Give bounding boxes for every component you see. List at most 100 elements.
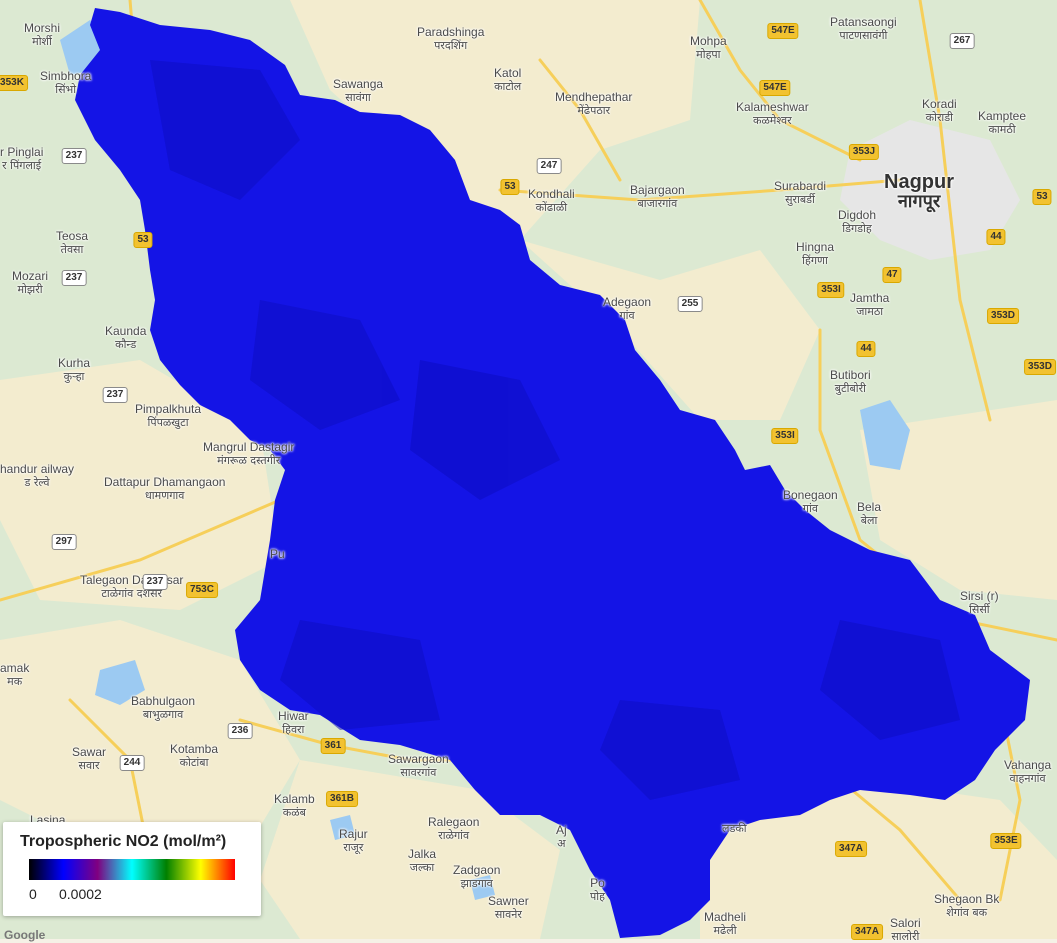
place-label-en: Hingna	[796, 240, 835, 254]
place-label[interactable]: Mohpa मोहपा	[690, 35, 727, 62]
place-label[interactable]: Jalka जल्का	[408, 848, 436, 875]
city-label-mr: नागपूर	[897, 191, 941, 212]
place-label-en: Digdoh	[838, 208, 877, 222]
place-label[interactable]: Sirsi (r) सिर्सी	[960, 590, 999, 617]
place-label[interactable]: Kaunda कौन्ड	[105, 324, 147, 352]
place-label[interactable]: लडकी	[722, 822, 747, 835]
place-label[interactable]: Kamptee कामठी	[978, 110, 1026, 137]
place-label-en: Morshi	[24, 21, 61, 35]
place-label[interactable]: Katol काटोल	[494, 67, 521, 94]
place-label[interactable]: Madheli मढेली	[704, 911, 746, 938]
place-label[interactable]: Kondhali कोंढाळी	[528, 188, 575, 215]
place-label-mr: डिगडोह	[842, 222, 872, 235]
place-label[interactable]: Bajargaon बाजारगांव	[630, 184, 685, 211]
place-label[interactable]: Hingna हिंगणा	[796, 240, 835, 268]
highway-shield: 53	[133, 232, 153, 248]
place-label-mr: सावरगांव	[400, 766, 437, 779]
place-label[interactable]: Morshi मोर्शी	[24, 21, 61, 49]
place-label[interactable]: Adegaon गांव	[603, 295, 652, 323]
place-label[interactable]: Zadgaon झाडगाव	[453, 864, 500, 891]
google-logo[interactable]: Google	[4, 928, 46, 942]
place-label[interactable]: Dattapur Dhamangaon धामणगाव	[104, 476, 225, 503]
place-label[interactable]: Sawner सावनेर	[488, 895, 529, 922]
highway-shield: 237	[61, 270, 87, 286]
place-label-mr: अ	[557, 837, 566, 850]
place-label-mr: मोर्शी	[32, 35, 52, 48]
place-label-mr: मेंढेपठार	[577, 104, 611, 117]
place-label[interactable]: Po पोह	[590, 877, 605, 904]
place-label[interactable]: Pimpalkhuta पिंपळखुटा	[135, 403, 201, 430]
place-label-mr: राळेगांव	[438, 829, 470, 842]
legend-title: Tropospheric NO2 (mol/m²)	[20, 833, 227, 850]
place-label[interactable]: Sawanga सावंगा	[333, 78, 383, 105]
place-label[interactable]: Mangrul Dastagir मंगरूळ दस्तगीर	[203, 441, 294, 468]
place-label-en: Kaunda	[105, 324, 147, 338]
highway-shield: 753C	[186, 582, 218, 598]
place-label-mr: जामठा	[856, 305, 884, 318]
place-label[interactable]: Aj अ	[556, 823, 567, 851]
place-label-mr: बाभुळगाव	[142, 708, 184, 721]
place-label[interactable]: Sawargaon सावरगांव	[388, 753, 449, 780]
place-label[interactable]: Kalameshwar कळमेश्वर	[736, 101, 809, 128]
highway-shield: 353I	[771, 428, 799, 444]
place-label[interactable]: Koradi कोराडी	[922, 98, 957, 125]
highway-shield: 353D	[1024, 359, 1056, 375]
place-label[interactable]: Butibori बुटीबोरी	[830, 368, 871, 396]
place-label[interactable]: Sawar सवार	[72, 746, 106, 773]
place-label[interactable]: Kalamb कळंब	[274, 792, 315, 820]
place-label[interactable]: Bonegaon गांव	[783, 489, 838, 516]
place-label[interactable]: Babhulgaon बाभुळगाव	[131, 695, 195, 722]
place-label[interactable]: Vahanga वाहनगांव	[1004, 759, 1051, 786]
place-label[interactable]: Teosa तेवसा	[56, 230, 88, 257]
place-label[interactable]: Paradshinga परदशिंग	[417, 26, 484, 53]
place-label-mr: धामणगाव	[145, 489, 185, 502]
place-label[interactable]: Simbhora सिंभो	[40, 70, 91, 97]
place-label[interactable]: Pu	[270, 548, 285, 561]
place-label-mr: सुराबर्डी	[785, 193, 815, 206]
place-label[interactable]: Ralegaon राळेगांव	[428, 816, 479, 843]
place-label-mr: तेवसा	[60, 243, 84, 256]
place-label[interactable]: Mozari मोझरी	[12, 270, 48, 297]
place-label-mr: झाडगाव	[460, 877, 493, 890]
place-label[interactable]: handur ailway ड रेल्वे	[0, 463, 74, 490]
legend-colorbar	[29, 859, 235, 880]
place-label-mr: टाळेगांव दशसर	[101, 587, 163, 600]
place-label-mr: मोझरी	[17, 283, 43, 296]
place-label[interactable]: Jamtha जामठा	[850, 292, 889, 319]
place-label[interactable]: Salori सालोरी	[890, 917, 921, 943]
legend-max-value: 0.0002	[59, 886, 102, 902]
place-label-en: Aj	[556, 823, 567, 837]
place-label-en: Butibori	[830, 368, 871, 382]
place-label[interactable]: Kotamba कोटांबा	[170, 743, 218, 770]
place-label-en: Bela	[857, 500, 882, 514]
place-label[interactable]: Kurha कुऱ्हा	[58, 357, 90, 384]
place-label-mr: बाजारगांव	[637, 197, 678, 210]
place-label[interactable]: Surabardi सुराबर्डी	[774, 180, 826, 207]
highway-shield: 361	[320, 738, 346, 754]
place-label[interactable]: r Pinglai र पिंगलाई	[0, 145, 44, 173]
place-label-en: Patansaongi	[830, 15, 897, 29]
place-label[interactable]: Shegaon Bk शेगांव बक	[934, 893, 999, 920]
highway-shield: 44	[986, 229, 1006, 245]
place-label[interactable]: Talegaon Dashasar टाळेगांव दशसर	[80, 574, 183, 601]
place-label[interactable]: Patansaongi पाटणसावंगी	[830, 15, 897, 43]
place-label-en: r Pinglai	[0, 145, 44, 159]
place-label-mr: सालोरी	[891, 930, 920, 943]
place-label-mr: परदशिंग	[434, 39, 468, 52]
place-label-mr: हिंगणा	[802, 254, 828, 267]
legend-panel: Tropospheric NO2 (mol/m²) 0 0.0002	[3, 822, 261, 916]
place-label[interactable]: Rajur राजूर	[339, 828, 368, 855]
place-label[interactable]: Digdoh डिगडोह	[838, 208, 877, 236]
place-label-mr: बेला	[860, 514, 878, 527]
place-label-en: Kalamb	[274, 792, 315, 806]
place-label[interactable]: Hiwar हिवरा	[278, 710, 309, 737]
place-label[interactable]: amak मक	[0, 662, 29, 689]
place-label[interactable]: Bela बेला	[857, 500, 882, 528]
place-label[interactable]: Mendhepathar मेंढेपठार	[555, 91, 632, 118]
highway-shield: 361B	[326, 791, 358, 807]
highway-shield: 44	[856, 341, 876, 357]
place-label-mr: जल्का	[409, 861, 435, 874]
place-label-en: Adegaon	[603, 295, 652, 309]
city-label-nagpur[interactable]: Nagpur नागपूर	[884, 172, 954, 212]
